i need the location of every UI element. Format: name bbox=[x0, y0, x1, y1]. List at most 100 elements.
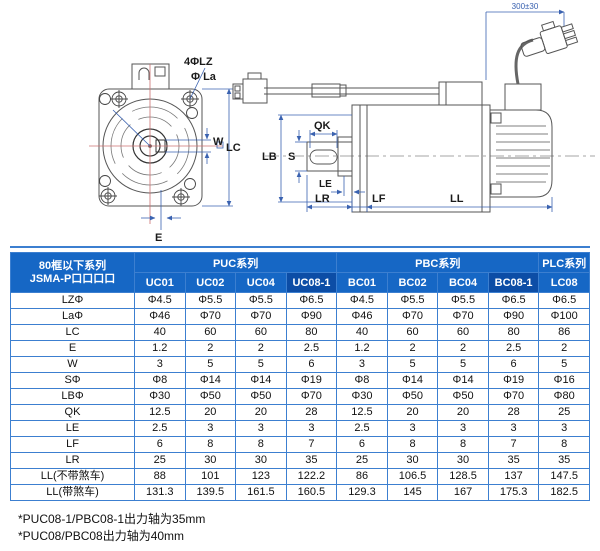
dim-label-key-length: QK bbox=[314, 120, 331, 132]
spec-cell: Φ70 bbox=[235, 308, 287, 325]
power-cable bbox=[514, 38, 534, 85]
spec-cell: 6 bbox=[336, 436, 388, 453]
col-header-lc08: LC08 bbox=[538, 272, 590, 293]
spec-cell: 106.5 bbox=[386, 468, 439, 485]
spec-table: 80框以下系列 JSMA-P口口口口 PUC系列 PBC系列 PLC系列 UC0… bbox=[10, 252, 590, 501]
table-row: LC 40 60 60 80 40 60 60 80 86 bbox=[10, 324, 590, 341]
spec-cell: 2 bbox=[538, 340, 590, 357]
table-row: LZΦ Φ4.5 Φ5.5 Φ5.5 Φ6.5 Φ4.5 Φ5.5 Φ5.5 Φ6.5 Φ6.5 bbox=[10, 292, 590, 309]
col-header-bc01: BC01 bbox=[336, 272, 388, 293]
front-view-drawing: 4ΦLZ Φ La W LC E bbox=[89, 56, 241, 244]
centerlines bbox=[89, 64, 223, 224]
spec-cell: 60 bbox=[235, 324, 287, 341]
group-header-plc: PLC系列 bbox=[538, 252, 590, 273]
row-label: W bbox=[10, 356, 135, 373]
row-label: E bbox=[10, 340, 135, 357]
spec-cell: 20 bbox=[235, 404, 287, 421]
row-label: LC bbox=[10, 324, 135, 341]
spec-cell: 20 bbox=[184, 404, 237, 421]
spec-table-body: LZΦ Φ4.5 Φ5.5 Φ5.5 Φ6.5 Φ4.5 Φ5.5 Φ5.5 Φ6.5 Φ6.5 L… bbox=[10, 292, 590, 501]
spec-cell: 131.3 bbox=[134, 484, 186, 501]
spec-cell: 5 bbox=[386, 356, 439, 373]
spec-cell: Φ8 bbox=[336, 372, 388, 389]
spec-cell: Φ4.5 bbox=[336, 292, 388, 309]
spec-cell: 12.5 bbox=[336, 404, 388, 421]
spec-cell: 2 bbox=[235, 340, 287, 357]
group-header-row: 80框以下系列 JSMA-P口口口口 PUC系列 PBC系列 PLC系列 bbox=[10, 252, 590, 293]
spec-cell: 20 bbox=[386, 404, 439, 421]
table-row: LaΦ Φ46 Φ70 Φ70 Φ90 Φ46 Φ70 Φ70 Φ90 Φ100 bbox=[10, 308, 590, 325]
row-label: LR bbox=[10, 452, 135, 469]
row-label: LL(不带煞车) bbox=[10, 468, 135, 485]
table-row: LE 2.5 3 3 3 2.5 3 3 3 3 bbox=[10, 420, 590, 437]
col-header-bc04: BC04 bbox=[437, 272, 489, 293]
spec-cell: 147.5 bbox=[538, 468, 590, 485]
dimension-drawings: 4ΦLZ Φ La W LC E bbox=[0, 0, 600, 246]
col-header-bc08-1: BC08-1 bbox=[487, 272, 540, 293]
col-header-uc08-1: UC08-1 bbox=[285, 272, 338, 293]
side-view-drawing: 300±30 QK LB S LE LR LF LL bbox=[232, 2, 595, 213]
spec-cell: 5 bbox=[235, 356, 287, 373]
spec-cell: 3 bbox=[285, 420, 338, 437]
spec-cell: 3 bbox=[134, 356, 186, 373]
encoder-cover bbox=[489, 109, 553, 198]
encoder-cable bbox=[232, 72, 439, 104]
spec-cell: Φ70 bbox=[437, 308, 489, 325]
spec-cell: 3 bbox=[235, 420, 287, 437]
spec-cell: 2 bbox=[437, 340, 489, 357]
footnotes: *PUC08-1/PBC08-1出力轴为35mm *PUC08/PBC08出力轴为… bbox=[18, 511, 600, 545]
series-title-cell: 80框以下系列 JSMA-P口口口口 bbox=[10, 252, 135, 293]
spec-cell: 40 bbox=[134, 324, 186, 341]
spec-cell: 8 bbox=[386, 436, 439, 453]
spec-cell: 2.5 bbox=[134, 420, 186, 437]
table-row: SΦ Φ8 Φ14 Φ14 Φ19 Φ8 Φ14 Φ14 Φ19 Φ16 bbox=[10, 372, 590, 389]
spec-cell: Φ14 bbox=[437, 372, 489, 389]
series-title-line1: 80框以下系列 bbox=[38, 259, 107, 272]
spec-cell: Φ46 bbox=[134, 308, 186, 325]
spec-cell: 5 bbox=[184, 356, 237, 373]
spec-cell: 30 bbox=[386, 452, 439, 469]
table-row: LL(不带煞车) 88 101 123 122.2 86 106.5 128.5 137 147.… bbox=[10, 468, 590, 485]
motor-shaft bbox=[306, 141, 353, 172]
spec-cell: Φ4.5 bbox=[134, 292, 186, 309]
table-row: LBΦ Φ30 Φ50 Φ50 Φ70 Φ30 Φ50 Φ50 Φ70 Φ80 bbox=[10, 388, 590, 405]
spec-cell: Φ5.5 bbox=[235, 292, 287, 309]
spec-cell: Φ5.5 bbox=[386, 292, 439, 309]
row-label: QK bbox=[10, 404, 135, 421]
spec-cell: 3 bbox=[336, 356, 388, 373]
spec-cell: 8 bbox=[538, 436, 590, 453]
spec-cell: 20 bbox=[437, 404, 489, 421]
dim-label-shaft-dia: S bbox=[288, 151, 295, 163]
spec-cell: 122.2 bbox=[285, 468, 338, 485]
row-label: LF bbox=[10, 436, 135, 453]
spec-cell: Φ70 bbox=[285, 388, 338, 405]
spec-cell: Φ6.5 bbox=[487, 292, 540, 309]
spec-cell: 137 bbox=[487, 468, 540, 485]
spec-cell: Φ30 bbox=[134, 388, 186, 405]
spec-cell: 3 bbox=[184, 420, 237, 437]
spec-cell: 80 bbox=[487, 324, 540, 341]
spec-cell: Φ8 bbox=[134, 372, 186, 389]
dim-label-ll: LL bbox=[450, 193, 464, 205]
col-header-bc02: BC02 bbox=[386, 272, 439, 293]
spec-cell: 2.5 bbox=[336, 420, 388, 437]
spec-cell: Φ90 bbox=[285, 308, 338, 325]
spec-cell: Φ46 bbox=[336, 308, 388, 325]
spec-cell: Φ5.5 bbox=[184, 292, 237, 309]
spec-cell: 12.5 bbox=[134, 404, 186, 421]
spec-cell: 35 bbox=[538, 452, 590, 469]
spec-cell: 28 bbox=[487, 404, 540, 421]
spec-cell: 25 bbox=[538, 404, 590, 421]
spec-cell: 25 bbox=[134, 452, 186, 469]
spec-cell: 28 bbox=[285, 404, 338, 421]
spec-cell: 6 bbox=[134, 436, 186, 453]
spec-cell: 161.5 bbox=[235, 484, 287, 501]
spec-cell: Φ50 bbox=[437, 388, 489, 405]
row-label: LL(带煞车) bbox=[10, 484, 135, 501]
dim-label-bolt-holes: 4ΦLZ bbox=[184, 56, 213, 68]
spec-cell: 2 bbox=[184, 340, 237, 357]
spec-cell: Φ100 bbox=[538, 308, 590, 325]
spec-cell: 88 bbox=[134, 468, 186, 485]
